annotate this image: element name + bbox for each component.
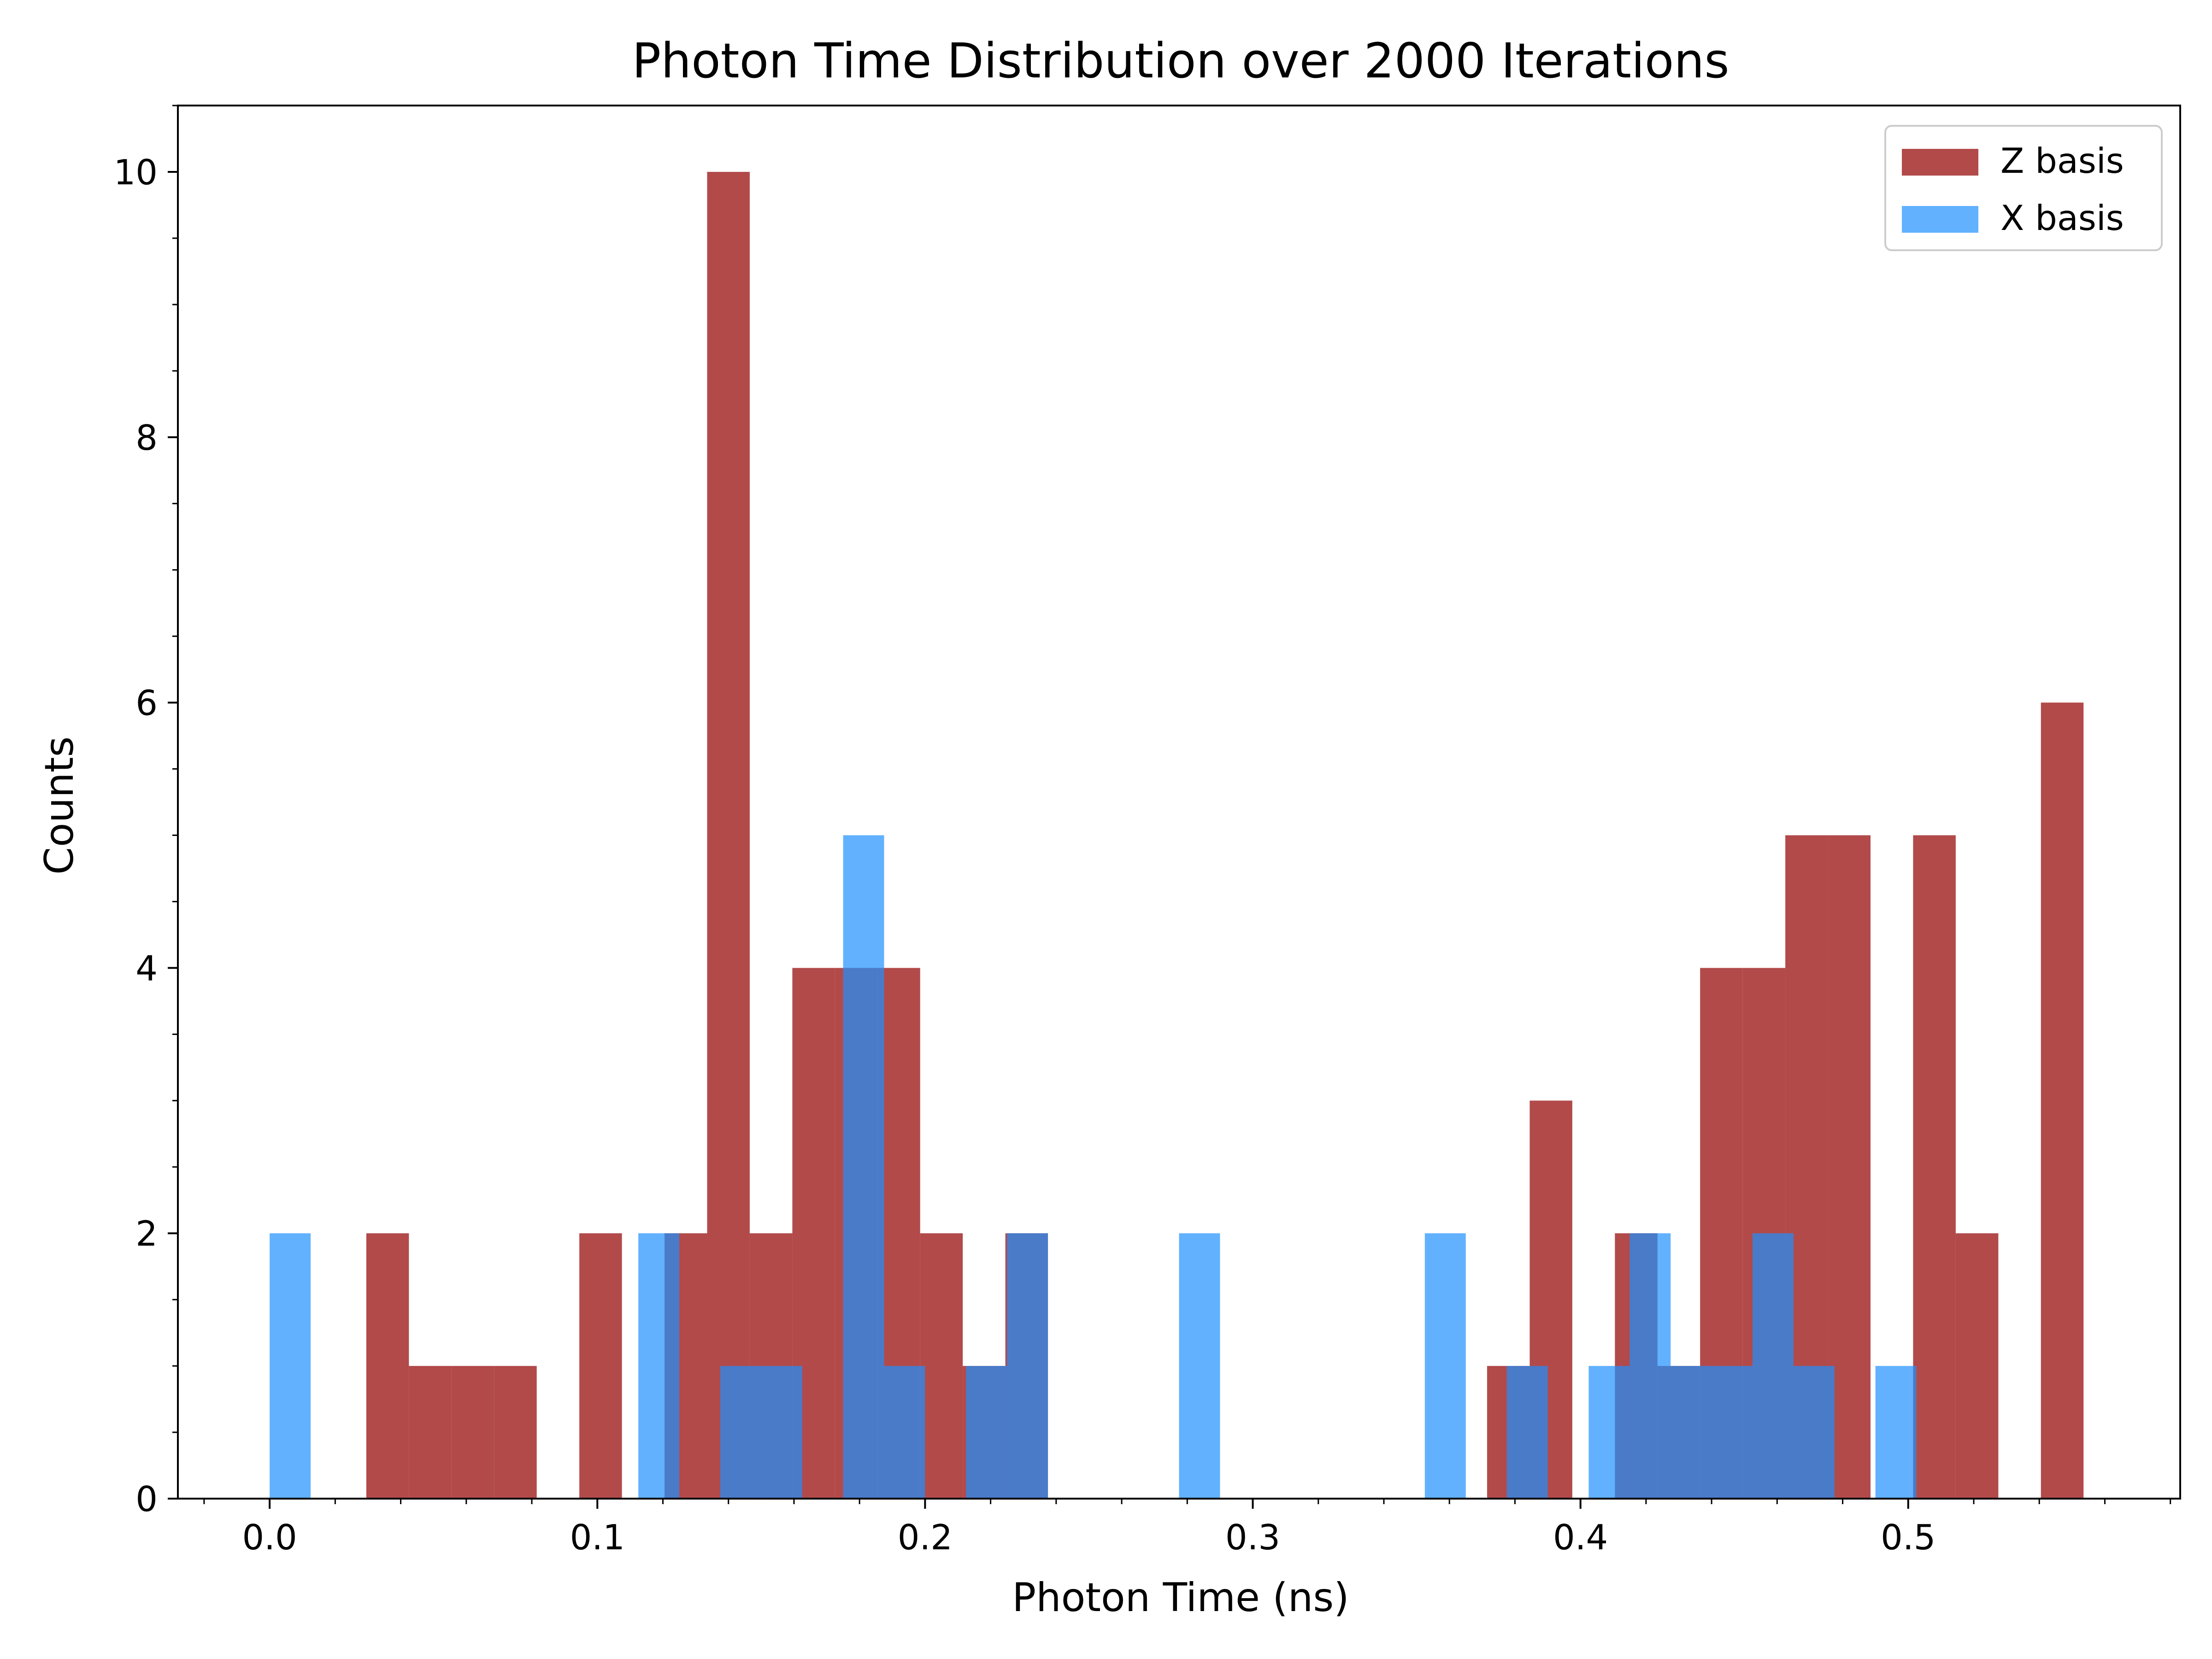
- bar-z-basis-1: [409, 1366, 452, 1499]
- x-tick-label: 0.5: [1881, 1517, 1936, 1558]
- bar-x-basis-5: [884, 1366, 925, 1499]
- bar-x-basis-0: [270, 1233, 311, 1499]
- bar-x-basis-7: [1007, 1233, 1048, 1499]
- bar-z-basis-24: [2041, 702, 2084, 1499]
- bar-z-basis-11: [920, 1233, 963, 1499]
- bar-z-basis-6: [707, 171, 750, 1499]
- bar-z-basis-23: [1955, 1233, 1999, 1499]
- y-axis-label: Counts: [36, 736, 82, 875]
- y-tick-label: 2: [135, 1213, 158, 1254]
- bar-x-basis-8: [1179, 1233, 1220, 1499]
- bar-z-basis-4: [579, 1233, 622, 1499]
- bar-x-basis-16: [1793, 1366, 1835, 1499]
- series-z-basis: [366, 171, 2084, 1499]
- bar-x-basis-2: [720, 1366, 761, 1499]
- x-axis-label: Photon Time (ns): [1012, 1575, 1349, 1621]
- bar-x-basis-9: [1424, 1233, 1466, 1499]
- axes-frame: [177, 105, 2181, 1500]
- legend-label: Z basis: [2000, 141, 2124, 181]
- bar-x-basis-6: [966, 1366, 1007, 1499]
- bar-x-basis-3: [761, 1366, 802, 1499]
- axis-ticks: 0.0 0.1 0.2 0.3 0.4 0.5 0 2 4 6 8 10: [114, 105, 2171, 1558]
- bar-x-basis-17: [1875, 1366, 1917, 1499]
- y-tick-label: 10: [114, 152, 158, 193]
- legend-swatch: [1902, 149, 1978, 176]
- legend-label: X basis: [2000, 198, 2124, 238]
- bar-z-basis-21: [1828, 835, 1871, 1499]
- bar-x-basis-12: [1630, 1233, 1671, 1499]
- x-tick-label: 0.1: [570, 1517, 625, 1558]
- x-tick-label: 0.0: [242, 1517, 297, 1558]
- bar-z-basis-0: [366, 1233, 409, 1499]
- legend: Z basis X basis: [1884, 125, 2163, 251]
- bar-x-basis-10: [1506, 1366, 1548, 1499]
- y-tick-label: 6: [135, 683, 158, 724]
- bar-x-basis-1: [638, 1233, 680, 1499]
- x-tick-label: 0.3: [1225, 1517, 1280, 1558]
- bar-x-basis-4: [843, 835, 884, 1499]
- series-layer: [270, 171, 2084, 1499]
- bar-x-basis-14: [1712, 1366, 1753, 1499]
- legend-swatch: [1902, 206, 1978, 233]
- x-tick-label: 0.4: [1553, 1517, 1608, 1558]
- y-tick-label: 8: [135, 418, 158, 458]
- y-tick-label: 4: [135, 948, 158, 988]
- bar-x-basis-15: [1752, 1233, 1794, 1499]
- bar-z-basis-2: [451, 1366, 494, 1499]
- plot-area: [270, 171, 2084, 1499]
- x-tick-label: 0.2: [898, 1517, 953, 1558]
- bar-x-basis-11: [1588, 1366, 1630, 1499]
- bar-x-basis-13: [1671, 1366, 1712, 1499]
- bar-z-basis-22: [1913, 835, 1956, 1499]
- series-x-basis: [270, 835, 1917, 1499]
- chart-title: Photon Time Distribution over 2000 Itera…: [632, 33, 1729, 89]
- bar-z-basis-3: [494, 1366, 537, 1499]
- y-tick-label: 0: [135, 1479, 158, 1519]
